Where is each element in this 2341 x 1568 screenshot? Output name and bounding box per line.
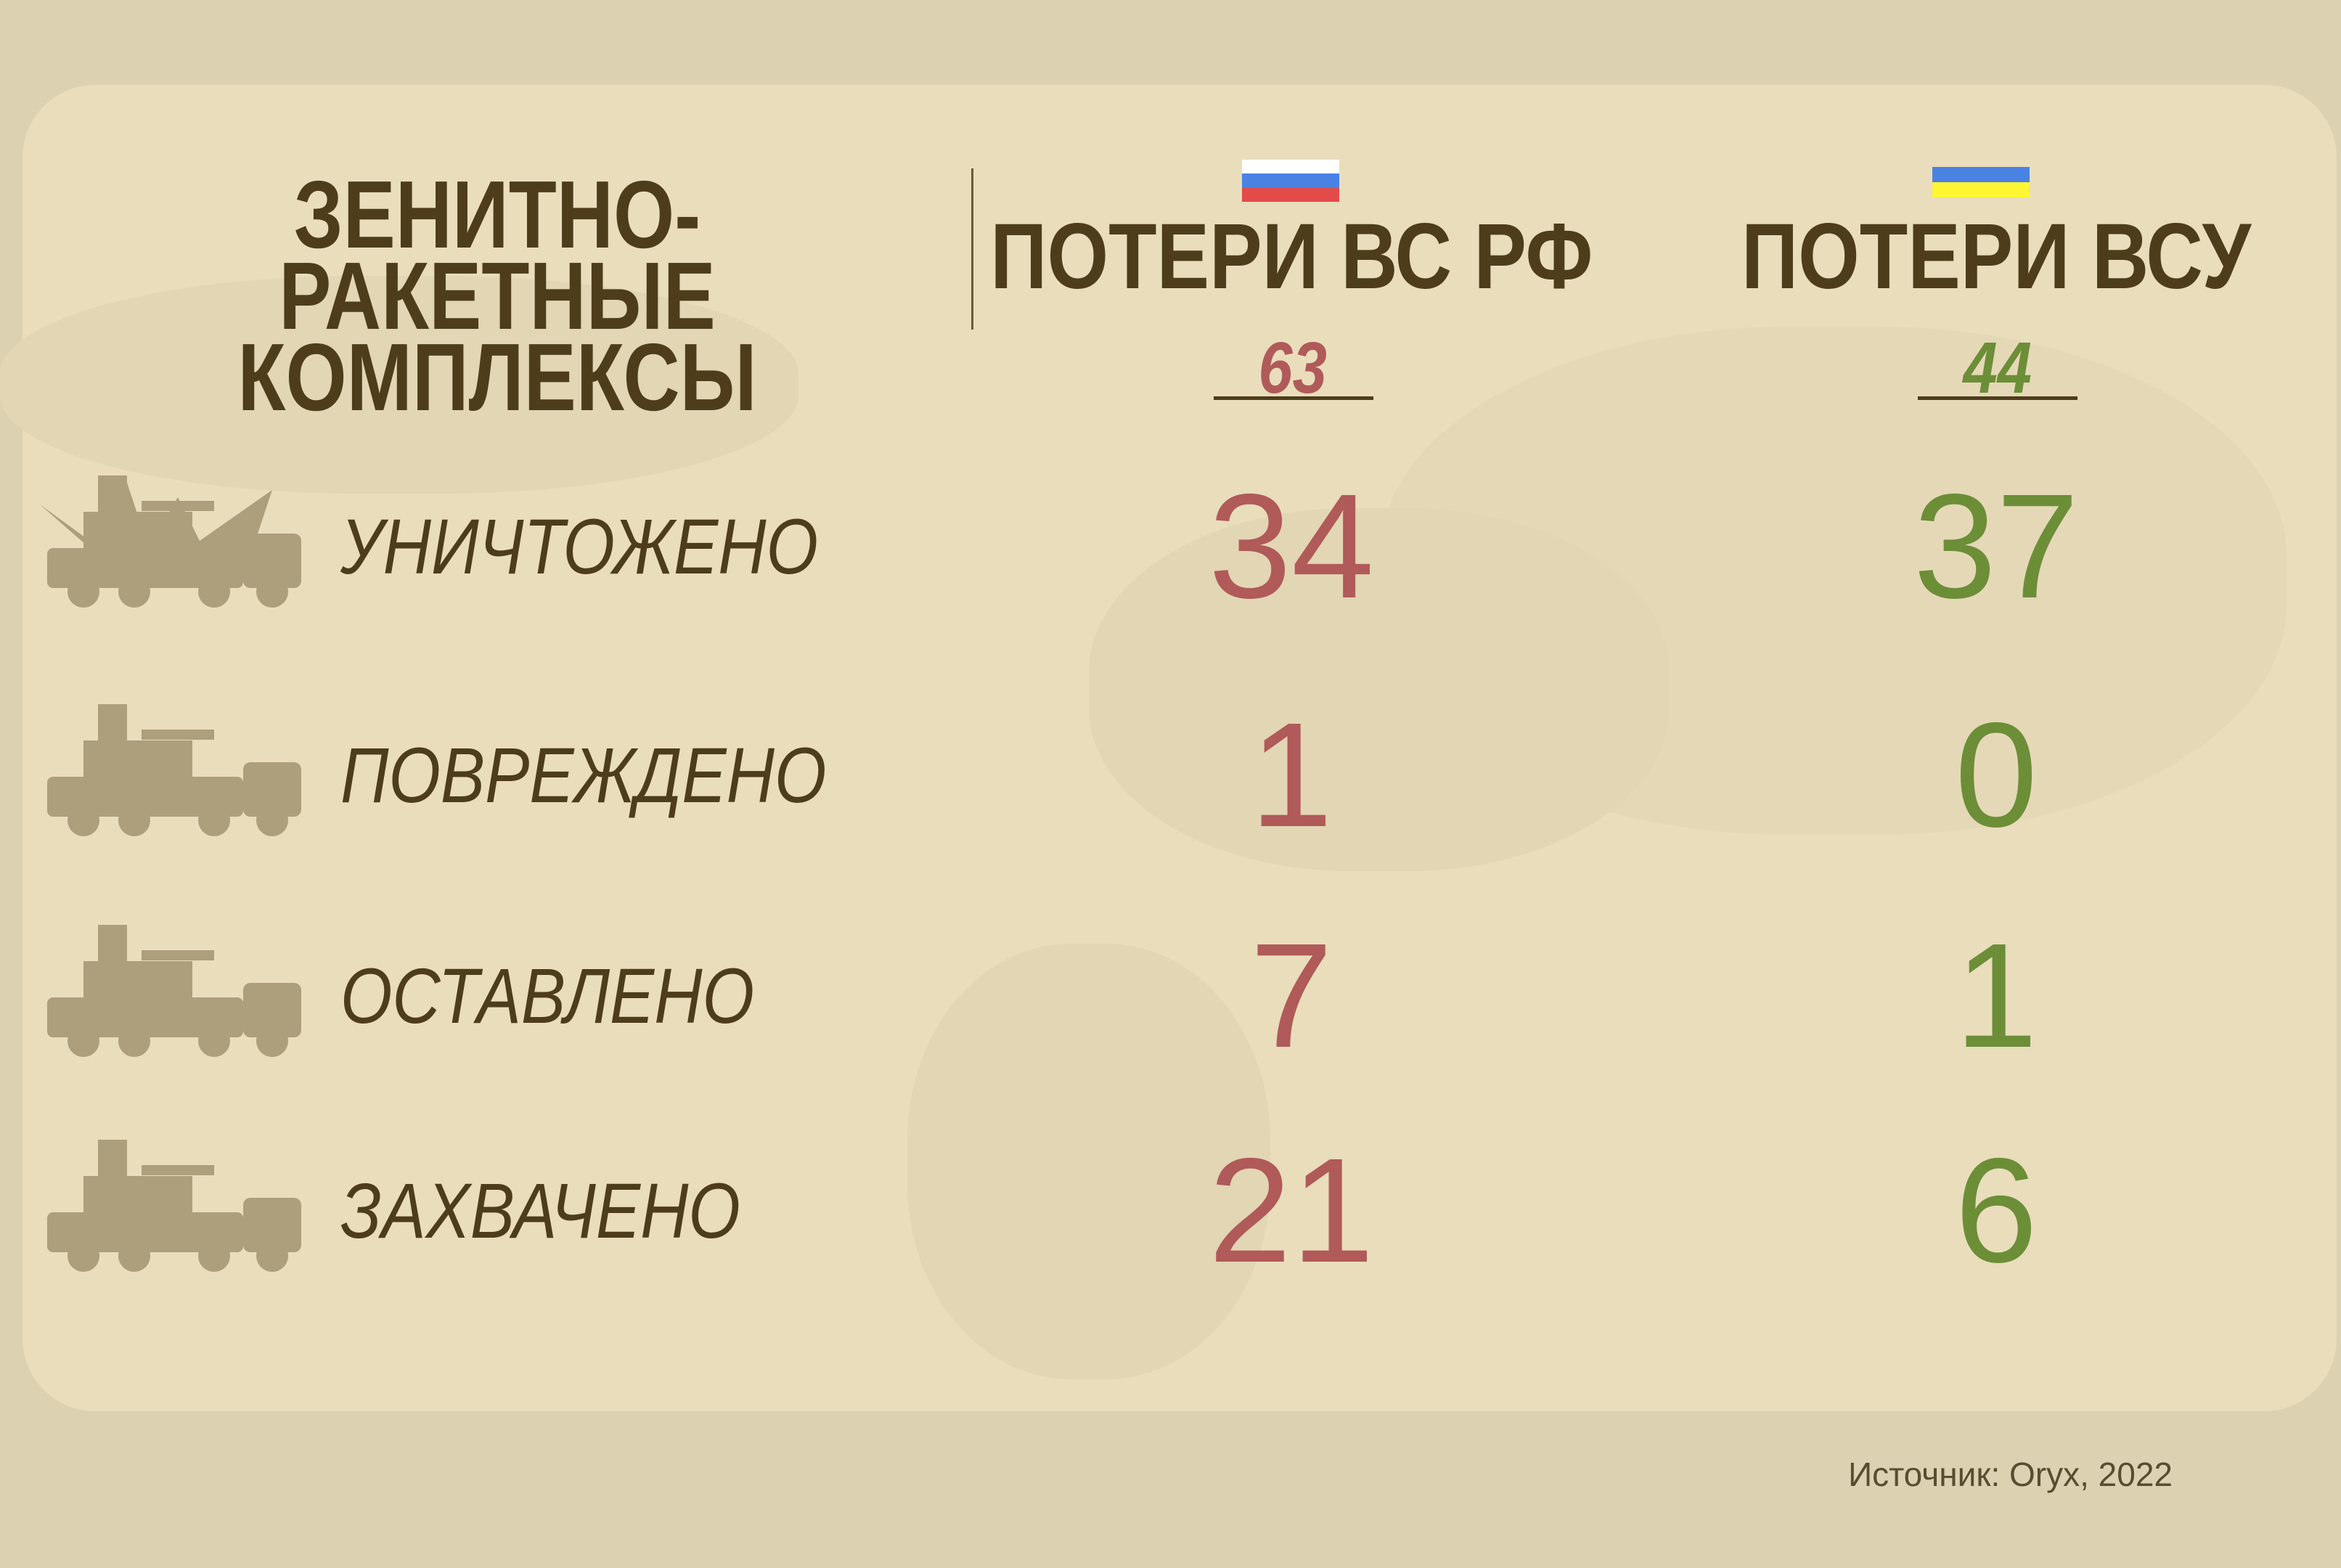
total-underline-rf	[1214, 396, 1373, 400]
captured-vehicle-icon	[47, 1140, 301, 1272]
value-ua: 37	[1913, 463, 2080, 629]
value-ua: 1	[1954, 912, 2038, 1079]
ukraine-flag-icon	[1932, 167, 2030, 197]
column-header-ua: ПОТЕРИ ВСУ	[1741, 205, 2252, 309]
row-label: УНИЧТОЖЕНО	[340, 502, 818, 590]
russia-flag-icon	[1242, 160, 1339, 202]
source-note: Источник: Oryx, 2022	[1848, 1455, 2173, 1493]
row-label: ПОВРЕЖДЕНО	[340, 731, 827, 819]
column-header-rf: ПОТЕРИ ВС РФ	[989, 205, 1593, 309]
map-background	[907, 944, 1270, 1379]
damaged-vehicle-icon	[47, 704, 301, 836]
value-ua: 6	[1954, 1127, 2038, 1294]
value-ua: 0	[1954, 692, 2038, 858]
abandoned-vehicle-icon	[47, 925, 301, 1057]
destroyed-vehicle-icon	[40, 475, 301, 608]
row-label: ЗАХВАЧЕНО	[340, 1167, 740, 1254]
title-line-1: ЗЕНИТНО-РАКЕТНЫЕ	[279, 161, 716, 349]
total-ua: 44	[1963, 327, 2032, 409]
title-line-2: КОМПЛЕКСЫ	[237, 324, 757, 430]
page-title: ЗЕНИТНО-РАКЕТНЫЕ КОМПЛЕКСЫ	[29, 161, 965, 430]
map-background	[0, 276, 798, 494]
value-rf: 34	[1208, 463, 1375, 629]
value-rf: 1	[1249, 692, 1333, 858]
value-rf: 21	[1208, 1127, 1375, 1294]
total-underline-ua	[1918, 396, 2078, 400]
value-rf: 7	[1249, 912, 1333, 1079]
row-label: ОСТАВЛЕНО	[340, 952, 754, 1040]
total-rf: 63	[1258, 327, 1328, 409]
divider	[971, 168, 973, 330]
map-background	[1379, 327, 2287, 835]
